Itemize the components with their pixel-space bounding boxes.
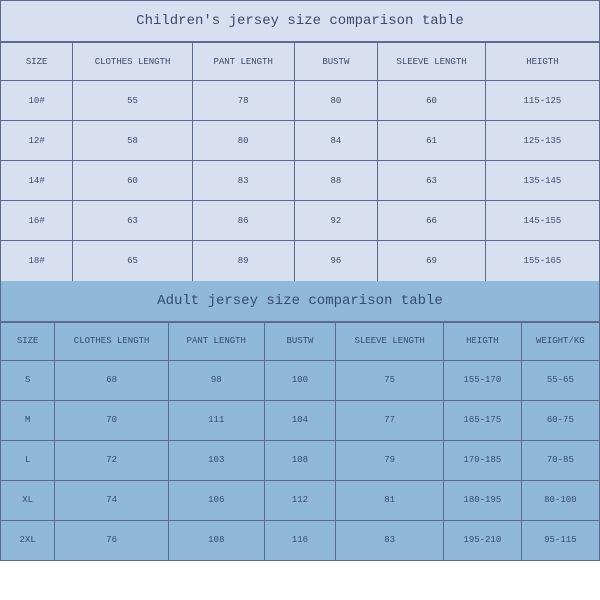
- table-cell: 63: [378, 161, 486, 201]
- table-row: 16#63869266145-155: [1, 201, 599, 241]
- table-row: 10#55788060115-125: [1, 81, 599, 121]
- table-cell: 79: [336, 440, 444, 480]
- table-cell: 80-100: [521, 480, 599, 520]
- table-cell: 100: [264, 360, 336, 400]
- table-cell: 58: [73, 121, 193, 161]
- adult-title: Adult jersey size comparison table: [1, 281, 599, 322]
- table-cell: 88: [294, 161, 378, 201]
- table-cell: 155-170: [443, 360, 521, 400]
- table-cell: 65: [73, 241, 193, 281]
- table-cell: 195-210: [443, 520, 521, 560]
- table-cell: 61: [378, 121, 486, 161]
- column-header: CLOTHES LENGTH: [73, 43, 193, 81]
- column-header: CLOTHES LENGTH: [55, 322, 169, 360]
- table-cell: M: [1, 400, 55, 440]
- column-header: SLEEVE LENGTH: [378, 43, 486, 81]
- table-cell: 63: [73, 201, 193, 241]
- table-row: M7011110477165-17560-75: [1, 400, 599, 440]
- table-cell: 81: [336, 480, 444, 520]
- column-header: PANT LENGTH: [168, 322, 264, 360]
- table-cell: 80: [192, 121, 294, 161]
- column-header: HEIGTH: [485, 43, 599, 81]
- table-cell: 55: [73, 81, 193, 121]
- adult-table: SIZECLOTHES LENGTHPANT LENGTHBUSTWSLEEVE…: [1, 322, 599, 561]
- table-cell: 14#: [1, 161, 73, 201]
- table-cell: 60: [378, 81, 486, 121]
- table-cell: 18#: [1, 241, 73, 281]
- children-section: Children's jersey size comparison table …: [1, 1, 599, 281]
- column-header: BUSTW: [294, 43, 378, 81]
- table-cell: 106: [168, 480, 264, 520]
- children-table: SIZECLOTHES LENGTHPANT LENGTHBUSTWSLEEVE…: [1, 42, 599, 281]
- table-cell: 104: [264, 400, 336, 440]
- column-header: HEIGTH: [443, 322, 521, 360]
- table-cell: 95-115: [521, 520, 599, 560]
- table-row: S689810075155-17055-65: [1, 360, 599, 400]
- table-cell: 75: [336, 360, 444, 400]
- children-tbody: 10#55788060115-12512#58808461125-13514#6…: [1, 81, 599, 281]
- adult-tbody: S689810075155-17055-65M7011110477165-175…: [1, 360, 599, 560]
- column-header: SLEEVE LENGTH: [336, 322, 444, 360]
- table-cell: 74: [55, 480, 169, 520]
- table-cell: 89: [192, 241, 294, 281]
- table-cell: 72: [55, 440, 169, 480]
- table-cell: 125-135: [485, 121, 599, 161]
- size-tables-container: Children's jersey size comparison table …: [0, 0, 600, 561]
- table-cell: 108: [264, 440, 336, 480]
- table-cell: 165-175: [443, 400, 521, 440]
- table-cell: 2XL: [1, 520, 55, 560]
- adult-section: Adult jersey size comparison table SIZEC…: [1, 281, 599, 561]
- column-header: PANT LENGTH: [192, 43, 294, 81]
- table-cell: 116: [264, 520, 336, 560]
- table-cell: 145-155: [485, 201, 599, 241]
- table-cell: 60: [73, 161, 193, 201]
- adult-header-row: SIZECLOTHES LENGTHPANT LENGTHBUSTWSLEEVE…: [1, 322, 599, 360]
- table-cell: 55-65: [521, 360, 599, 400]
- table-cell: 83: [336, 520, 444, 560]
- table-cell: L: [1, 440, 55, 480]
- table-row: XL7410611281180-19580-100: [1, 480, 599, 520]
- table-cell: 76: [55, 520, 169, 560]
- table-cell: 66: [378, 201, 486, 241]
- table-cell: 98: [168, 360, 264, 400]
- table-cell: 16#: [1, 201, 73, 241]
- table-cell: 83: [192, 161, 294, 201]
- table-cell: 111: [168, 400, 264, 440]
- table-cell: 78: [192, 81, 294, 121]
- table-cell: 80: [294, 81, 378, 121]
- table-row: 2XL7610811683195-21095-115: [1, 520, 599, 560]
- children-title: Children's jersey size comparison table: [1, 1, 599, 42]
- table-cell: 69: [378, 241, 486, 281]
- column-header: BUSTW: [264, 322, 336, 360]
- table-cell: 68: [55, 360, 169, 400]
- table-cell: XL: [1, 480, 55, 520]
- table-cell: 96: [294, 241, 378, 281]
- table-cell: 60-75: [521, 400, 599, 440]
- table-row: 18#65899669155-165: [1, 241, 599, 281]
- table-cell: 77: [336, 400, 444, 440]
- table-cell: 86: [192, 201, 294, 241]
- table-cell: 135-145: [485, 161, 599, 201]
- table-cell: 108: [168, 520, 264, 560]
- table-cell: 112: [264, 480, 336, 520]
- table-cell: 70: [55, 400, 169, 440]
- children-header-row: SIZECLOTHES LENGTHPANT LENGTHBUSTWSLEEVE…: [1, 43, 599, 81]
- column-header: WEIGHT/KG: [521, 322, 599, 360]
- table-cell: S: [1, 360, 55, 400]
- table-row: L7210310879170-18570-85: [1, 440, 599, 480]
- table-cell: 70-85: [521, 440, 599, 480]
- table-cell: 92: [294, 201, 378, 241]
- table-cell: 12#: [1, 121, 73, 161]
- table-cell: 10#: [1, 81, 73, 121]
- column-header: SIZE: [1, 322, 55, 360]
- table-cell: 84: [294, 121, 378, 161]
- table-row: 14#60838863135-145: [1, 161, 599, 201]
- table-cell: 155-165: [485, 241, 599, 281]
- table-cell: 180-195: [443, 480, 521, 520]
- table-cell: 103: [168, 440, 264, 480]
- table-row: 12#58808461125-135: [1, 121, 599, 161]
- table-cell: 115-125: [485, 81, 599, 121]
- column-header: SIZE: [1, 43, 73, 81]
- table-cell: 170-185: [443, 440, 521, 480]
